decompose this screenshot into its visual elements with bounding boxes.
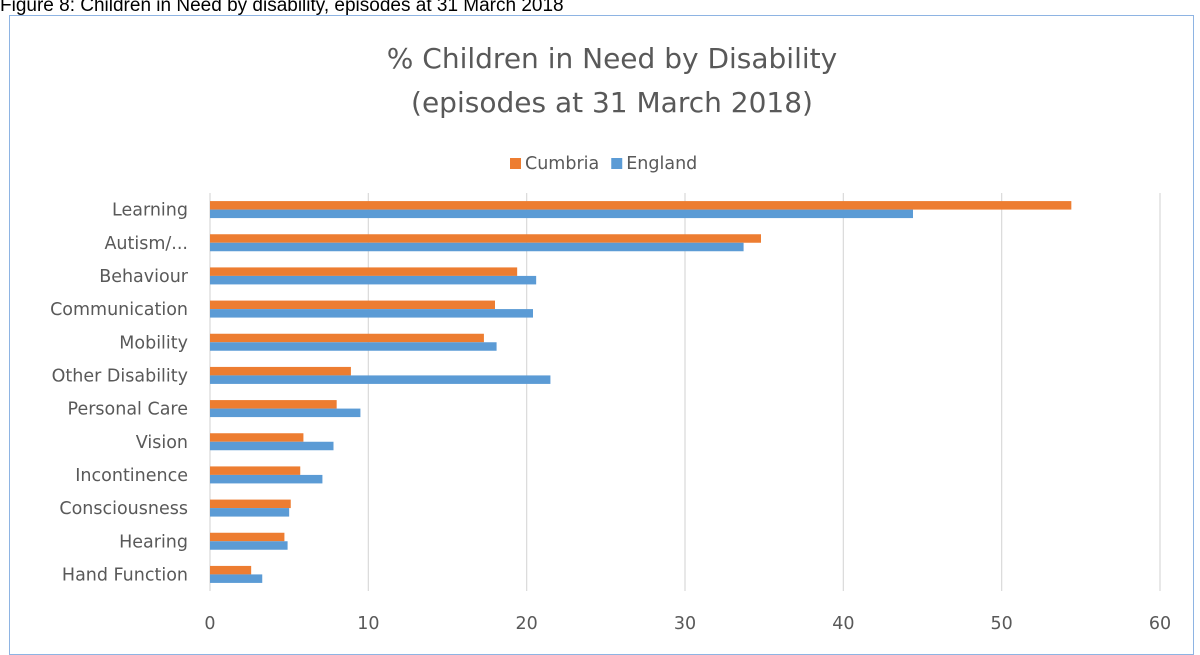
chart-title-line2: (episodes at 31 March 2018) (411, 86, 813, 119)
bar-england-learning (210, 209, 913, 219)
bar-cumbria-vision (210, 433, 304, 442)
legend: Cumbria England (510, 154, 697, 174)
bars (210, 201, 1072, 583)
chart-title-line1: % Children in Need by Disability (387, 42, 837, 75)
bar-england-vision (210, 441, 334, 451)
x-tick-label: 20 (516, 614, 538, 634)
bar-england-personal-care (210, 408, 361, 418)
bar-england-hearing (210, 541, 288, 550)
bar-cumbria-learning (210, 201, 1072, 210)
x-tick-label: 40 (832, 614, 854, 634)
x-tick-label: 60 (1149, 614, 1171, 634)
category-label: Hand Function (62, 565, 188, 585)
category-label: Personal Care (68, 400, 188, 420)
category-label: Communication (50, 300, 188, 320)
bar-england-mobility (210, 342, 497, 351)
bar-cumbria-behaviour (210, 267, 518, 276)
bar-england-communication (210, 309, 533, 318)
category-label: Learning (112, 201, 188, 221)
bar-cumbria-other-disability (210, 366, 351, 376)
bar-england-other-disability (210, 375, 551, 384)
category-label: Behaviour (99, 267, 189, 287)
x-tick-label: 10 (357, 614, 379, 634)
category-labels: Learning Autism/... Behaviour Communication… (50, 201, 189, 586)
category-label: Mobility (119, 333, 188, 353)
bar-cumbria-hearing (210, 532, 285, 542)
bar-england-hand-function (210, 574, 263, 583)
x-tick-label: 50 (991, 614, 1013, 634)
x-tick-labels: 0 10 20 30 40 50 60 (204, 614, 1171, 634)
bar-cumbria-consciousness (210, 499, 291, 509)
category-label: Incontinence (75, 466, 188, 486)
gridlines (209, 193, 1161, 591)
category-label: Other Disability (52, 366, 188, 386)
bar-england-behaviour (210, 275, 537, 285)
bar-cumbria-mobility (210, 333, 484, 343)
bar-cumbria-personal-care (210, 400, 337, 409)
figure-caption: Figure 8: Children in Need by disability… (0, 0, 564, 16)
category-label: Vision (136, 433, 188, 453)
x-tick-label: 30 (674, 614, 696, 634)
legend-label-cumbria: Cumbria (525, 154, 599, 174)
legend-label-england: England (626, 154, 697, 174)
bar-england-incontinence (210, 474, 323, 484)
legend-swatch-england (611, 158, 623, 169)
bar-cumbria-autism- (210, 234, 761, 243)
x-tick-label: 0 (204, 614, 215, 634)
category-label: Autism/... (104, 234, 188, 254)
bar-cumbria-communication (210, 300, 495, 310)
category-label: Hearing (119, 532, 188, 552)
bar-england-autism- (210, 242, 744, 252)
category-label: Consciousness (59, 499, 188, 519)
bar-cumbria-hand-function (210, 565, 252, 575)
bar-england-consciousness (210, 508, 290, 517)
bar-cumbria-incontinence (210, 466, 301, 475)
legend-swatch-cumbria (510, 158, 521, 169)
